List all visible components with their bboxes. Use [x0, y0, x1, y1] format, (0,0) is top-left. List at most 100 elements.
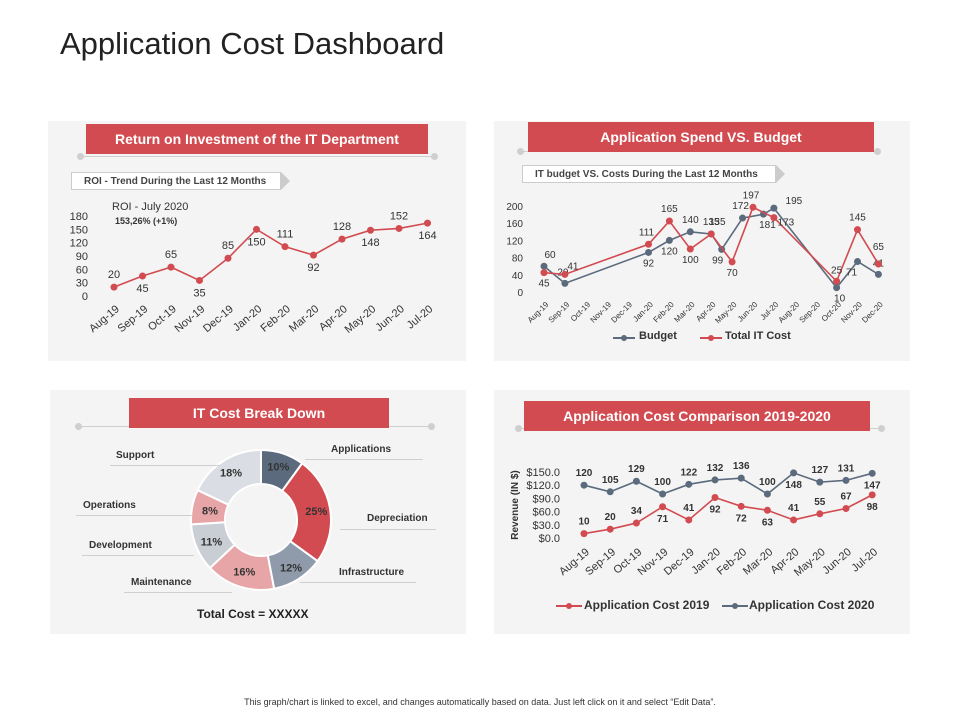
- roi-point: [367, 226, 374, 234]
- y-tick-label: 180: [70, 211, 88, 223]
- legend-2020-marker: [732, 603, 738, 609]
- y-tick-label: $0.0: [539, 533, 560, 545]
- slice-label-operations: Operations: [83, 500, 136, 511]
- total-cost-point: [665, 217, 673, 225]
- x-tick-label: Aug-19: [87, 303, 122, 335]
- series-2019-point: [790, 516, 798, 524]
- series-2020-point: [763, 490, 771, 498]
- x-tick-label: Jun-20: [820, 546, 853, 577]
- budget-point: [854, 257, 861, 265]
- y-tick-label: 160: [506, 219, 523, 230]
- roi-data-label: 65: [165, 249, 177, 261]
- slice-label-maintenance: Maintenance: [131, 577, 192, 588]
- x-tick-label: Sep-20: [798, 300, 823, 325]
- series-2020-data-label: 131: [838, 463, 855, 474]
- series-2019-point: [685, 516, 693, 524]
- total-cost-data-label: 135: [709, 217, 726, 228]
- total-cost-point: [728, 258, 736, 266]
- y-tick-label: 0: [517, 288, 523, 299]
- x-tick-label: Jul-20: [405, 303, 436, 331]
- series-2019-point: [632, 519, 640, 527]
- roi-point: [310, 251, 317, 259]
- series-2020-data-label: 136: [733, 461, 750, 472]
- series-2020-data-label: 100: [759, 477, 776, 488]
- series-2020-point: [790, 469, 798, 477]
- x-tick-label: Jun-20: [373, 303, 406, 334]
- total-cost-data-label: 70: [727, 268, 739, 279]
- series-2019-data-label: 10: [578, 517, 590, 528]
- budget-data-label: 99: [712, 255, 724, 266]
- x-tick-label: Nov-19: [589, 300, 614, 325]
- y-axis-label: Revenue (IN $): [510, 470, 521, 539]
- x-tick-label: Jan-20: [231, 303, 264, 334]
- x-tick-label: Jun-20: [736, 300, 760, 324]
- roi-note-title: ROI - July 2020: [112, 201, 189, 213]
- total-cost-data-label: 165: [661, 204, 678, 215]
- y-tick-label: $90.0: [532, 493, 560, 505]
- slice-label-infrastructure: Infrastructure: [339, 567, 405, 578]
- y-tick-label: 60: [76, 264, 88, 276]
- series-2020-data-label: 148: [785, 480, 802, 491]
- budget-data-label: 135: [703, 217, 720, 228]
- x-tick-label: May-20: [713, 300, 739, 326]
- total-cost-point: [833, 277, 841, 285]
- total-cost-point: [770, 214, 778, 222]
- roi-point: [338, 235, 346, 243]
- series-2020-data-label: 100: [654, 477, 671, 488]
- legend-total-label: Total IT Cost: [725, 330, 791, 342]
- slice-label-support: Support: [116, 450, 155, 461]
- budget-data-label: 120: [661, 246, 678, 257]
- y-tick-label: 200: [506, 202, 523, 213]
- series-2019-data-label: 67: [840, 492, 852, 503]
- x-tick-label: Dec-19: [662, 546, 697, 578]
- roi-subtitle-tag: ROI - Trend During the Last 12 Months: [71, 172, 290, 190]
- donut-slice-pct: 10%: [267, 462, 289, 474]
- series-2020-point: [659, 490, 667, 498]
- y-tick-label: $60.0: [532, 507, 560, 519]
- series-2020-data-label: 147: [864, 480, 881, 491]
- breakdown-header-dot-right: [428, 423, 435, 430]
- legend-2020-label: Application Cost 2020: [749, 598, 875, 612]
- x-tick-label: Sep-19: [583, 546, 618, 578]
- donut-slice-pct: 16%: [233, 566, 255, 578]
- spend-header-dot-left: [517, 148, 524, 155]
- series-2020-point: [580, 481, 588, 489]
- x-tick-label: Sep-19: [547, 300, 572, 325]
- total-cost-point: [686, 245, 694, 253]
- roi-data-label: 111: [277, 229, 294, 241]
- budget-point: [874, 270, 882, 278]
- roi-data-label: 128: [333, 221, 351, 233]
- leader-support: [110, 465, 220, 466]
- series-2019-point: [842, 505, 850, 513]
- roi-point: [139, 272, 146, 280]
- roi-data-label: 35: [193, 287, 205, 299]
- budget-point: [770, 204, 778, 212]
- series-2019-point: [711, 494, 719, 502]
- roi-data-label: 148: [361, 237, 379, 249]
- x-tick-label: Feb-20: [259, 303, 293, 335]
- series-2020-data-label: 132: [707, 463, 724, 474]
- total-cost-data-label: 45: [538, 279, 550, 290]
- legend-budget-label: Budget: [639, 330, 677, 342]
- series-2019-point: [816, 510, 824, 518]
- donut-slice-pct: 25%: [305, 506, 327, 518]
- total-cost-data-label: 25: [831, 265, 843, 276]
- budget-point: [645, 248, 652, 256]
- series-2019-data-label: 92: [709, 505, 721, 516]
- budget-data-label: 60: [544, 250, 556, 261]
- budget-data-label: 172: [732, 201, 749, 212]
- donut-slice-pct: 18%: [220, 468, 242, 480]
- roi-point: [196, 276, 203, 284]
- budget-data-label: 195: [786, 196, 803, 207]
- breakdown-donut: 10% 25% 12% 16% 11% 8% 18%: [190, 448, 332, 591]
- roi-point: [424, 219, 431, 227]
- series-2020-data-label: 122: [680, 467, 697, 478]
- donut-slice-pct: 11%: [201, 536, 223, 548]
- budget-point: [739, 214, 747, 222]
- x-tick-label: Dec-20: [860, 300, 885, 325]
- y-tick-label: $120.0: [526, 480, 560, 492]
- budget-point: [833, 284, 841, 292]
- legend-total-marker: [708, 335, 714, 341]
- x-tick-label: Aug-19: [526, 300, 551, 325]
- x-tick-label: Nov-19: [173, 303, 208, 335]
